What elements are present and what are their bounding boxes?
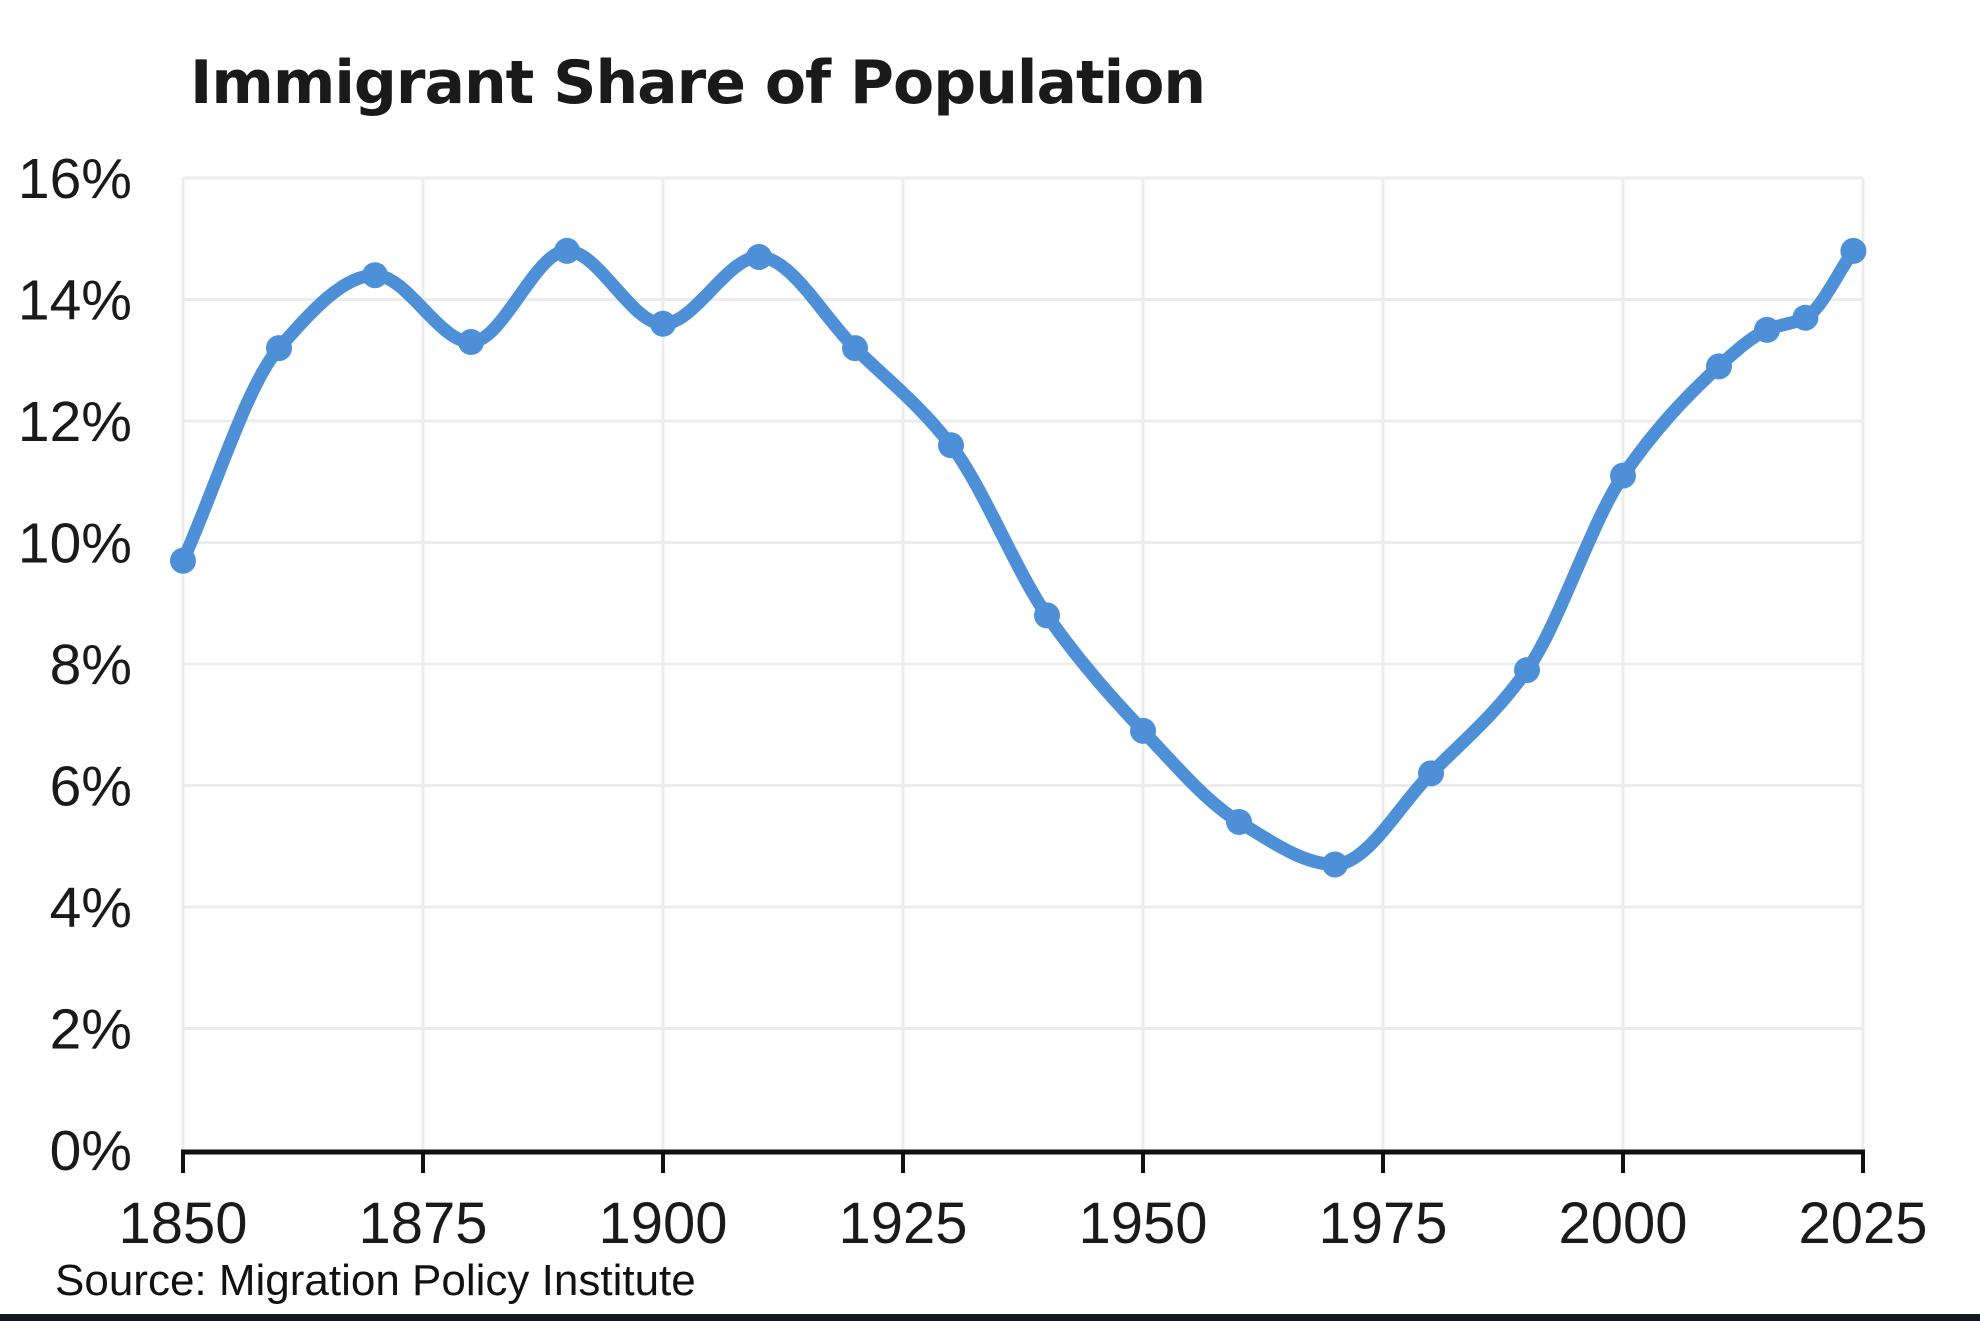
chart-title: Immigrant Share of Population — [190, 48, 1206, 118]
x-axis-tick-label: 1950 — [1078, 1191, 1207, 1256]
x-axis-tick-label: 1975 — [1318, 1191, 1447, 1256]
source-attribution: Source: Migration Policy Institute — [55, 1256, 696, 1305]
y-axis-tick-label: 4% — [50, 876, 132, 940]
data-point-marker — [1226, 808, 1252, 835]
data-line-series — [176, 244, 1860, 871]
x-axis-tick-label: 2025 — [1798, 1191, 1927, 1256]
data-point-marker — [1514, 657, 1540, 684]
y-axis-tick-label: 16% — [18, 147, 132, 211]
y-axis-tick-label: 8% — [50, 633, 132, 697]
data-point-marker — [1130, 717, 1156, 744]
data-point-marker — [1418, 760, 1444, 787]
data-point-marker — [746, 243, 772, 270]
data-point-marker — [554, 237, 580, 264]
data-point-marker — [362, 262, 388, 289]
y-axis-tick-label: 14% — [18, 269, 132, 333]
y-axis-tick-label: 0% — [50, 1119, 132, 1183]
y-axis-tick-label: 6% — [50, 755, 132, 819]
data-point-marker — [1792, 304, 1819, 331]
y-axis-tick-label: 2% — [50, 998, 132, 1062]
x-axis-tick-label: 1925 — [838, 1191, 967, 1256]
y-axis-tick-label: 10% — [18, 512, 132, 576]
data-point-marker — [266, 335, 292, 362]
data-point-marker — [1322, 851, 1348, 878]
data-point-marker — [1754, 316, 1780, 343]
x-axis-tick-label: 1875 — [358, 1191, 487, 1256]
y-axis-tick-label: 12% — [18, 390, 132, 454]
data-point-marker — [1840, 237, 1867, 264]
data-point-marker — [1610, 462, 1636, 489]
x-axis-tick-label: 1850 — [118, 1191, 247, 1256]
data-point-marker — [458, 329, 484, 356]
data-point-marker — [1034, 602, 1060, 629]
footer-accent-bar — [0, 1314, 1980, 1321]
x-axis-tick-label: 1900 — [598, 1191, 727, 1256]
data-point-marker — [1706, 353, 1732, 380]
data-point-marker — [170, 547, 196, 574]
x-axis-tick-label: 2000 — [1558, 1191, 1687, 1256]
data-point-marker — [938, 432, 964, 459]
data-point-marker — [650, 310, 676, 337]
data-point-marker — [842, 335, 868, 362]
